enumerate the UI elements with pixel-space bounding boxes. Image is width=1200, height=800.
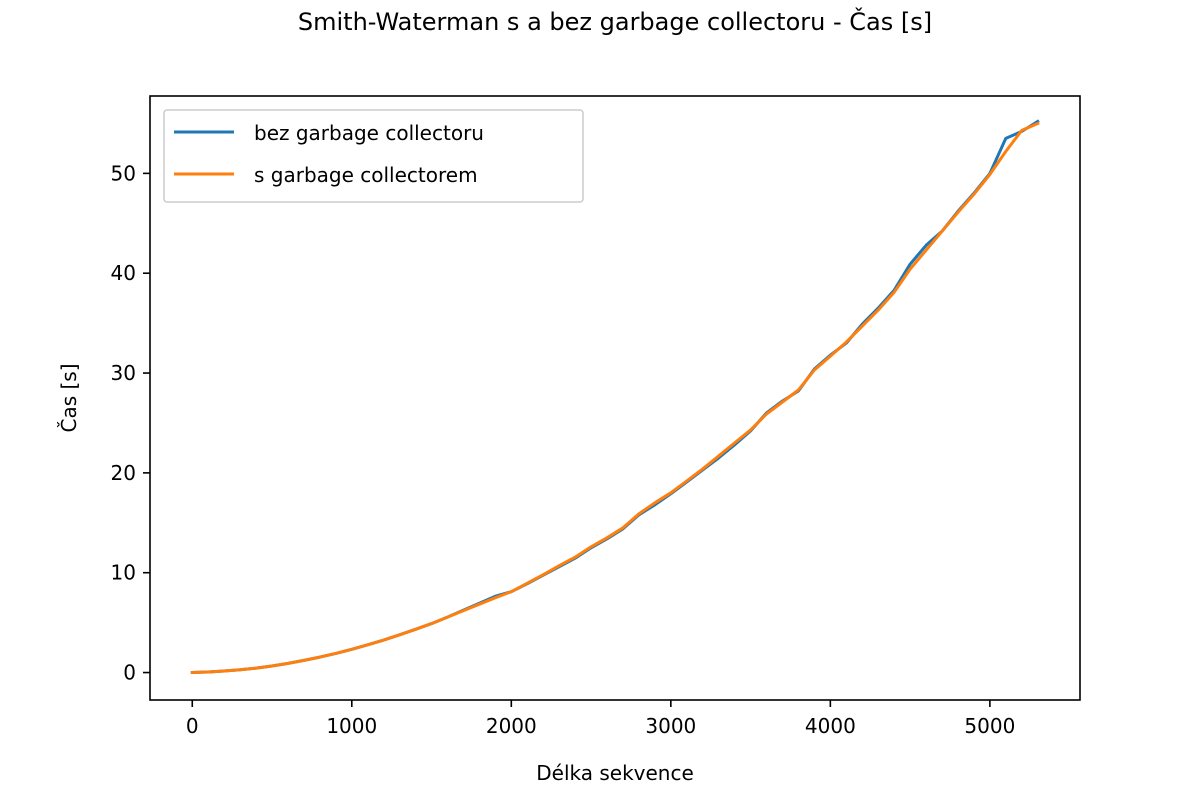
legend-box [163,109,584,203]
x-tick-label: 2000 [486,714,537,738]
y-tick-label: 30 [111,361,136,385]
legend: bez garbage collectoru s garbage collect… [163,109,584,203]
plot-lines [190,119,1040,675]
y-axis-ticks: 0 10 20 30 40 50 [111,161,150,685]
plot-frame [149,95,1081,701]
legend-label-s-gc: s garbage collectorem [254,163,478,187]
y-tick-label: 50 [111,161,136,185]
x-tick-label: 4000 [805,714,856,738]
chart-title: Smith-Waterman s a bez garbage collector… [298,6,932,36]
x-tick-label: 5000 [964,714,1015,738]
x-tick-label: 0 [186,714,199,738]
series-line-0 [190,119,1040,675]
x-axis-ticks: 0 1000 2000 3000 4000 5000 [186,700,1015,738]
y-axis-label: Čas [s] [57,363,81,432]
y-tick-label: 20 [111,461,136,485]
legend-label-bez-gc: bez garbage collectoru [254,121,484,145]
y-tick-label: 10 [111,561,136,585]
x-axis-label: Délka sekvence [536,761,694,785]
y-tick-label: 0 [123,661,136,685]
y-tick-label: 40 [111,261,136,285]
x-tick-label: 1000 [326,714,377,738]
series-line-1 [190,121,1040,675]
x-tick-label: 3000 [645,714,696,738]
